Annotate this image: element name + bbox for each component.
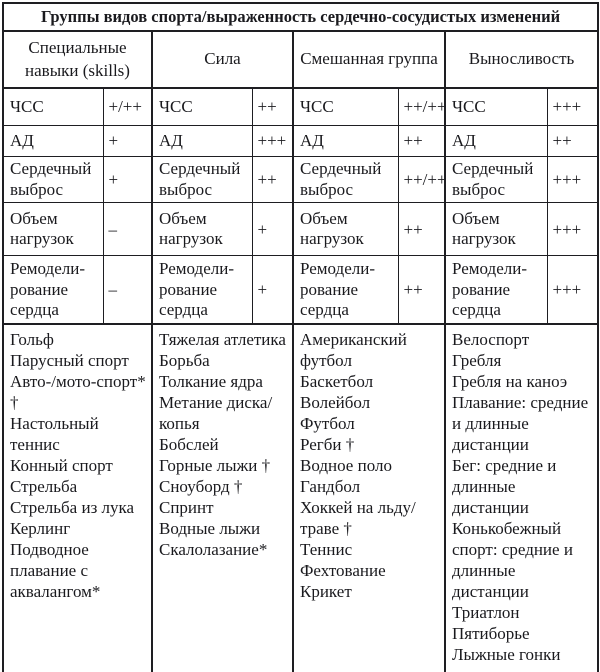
param-value-load-volume: + bbox=[251, 202, 294, 257]
sport-item: Тяжелая атлетика bbox=[159, 330, 286, 350]
param-label-bp: АД bbox=[292, 125, 399, 157]
sport-item: Американский футбол bbox=[300, 330, 407, 371]
param-label-hr: ЧСС bbox=[151, 87, 253, 126]
param-value-bp: + bbox=[102, 125, 153, 157]
sport-item: Гольф bbox=[10, 330, 54, 350]
sport-item: Пятиборье bbox=[452, 624, 530, 644]
sport-item: Гребля bbox=[452, 351, 502, 371]
param-value-cardiac-output: +++ bbox=[546, 155, 599, 204]
param-value-hr: +/++ bbox=[102, 87, 153, 126]
sport-item: Стрельба из лука bbox=[10, 498, 135, 518]
group-header-skills: Специальные навыки (skills) bbox=[2, 30, 153, 89]
param-label-hr: ЧСС bbox=[444, 87, 548, 126]
param-value-remodeling: +++ bbox=[546, 255, 599, 325]
sport-item: Конный спорт bbox=[10, 456, 113, 476]
sport-item: Парусный спорт bbox=[10, 351, 129, 371]
param-label-bp: АД bbox=[444, 125, 548, 157]
param-label-cardiac-output: Сердечный выброс bbox=[444, 155, 548, 204]
sports-list-strength: Тяжелая атлетика Борьба Толкание ядра Метан… bbox=[151, 323, 294, 672]
param-value-cardiac-output: ++/+++ bbox=[397, 155, 446, 204]
param-label-cardiac-output: Сердечный выброс bbox=[292, 155, 399, 204]
param-value-hr: ++ bbox=[251, 87, 294, 126]
sport-item: Спринт bbox=[159, 498, 214, 518]
group-header-mixed: Смешанная группа bbox=[292, 30, 446, 89]
sport-item: Теннис bbox=[300, 540, 353, 560]
param-label-bp: АД bbox=[151, 125, 253, 157]
param-label-load-volume: Объем нагрузок bbox=[151, 202, 253, 257]
param-value-remodeling: – bbox=[102, 255, 153, 325]
sport-item: Подводное плавание с аквалангом* bbox=[10, 540, 101, 602]
sport-item: Метание диска/копья bbox=[159, 393, 273, 434]
sport-item: Гандбол bbox=[300, 477, 361, 497]
sport-item: Регби † bbox=[300, 435, 355, 455]
param-label-load-volume: Объем нагрузок bbox=[444, 202, 548, 257]
sport-item: Скалолазание* bbox=[159, 540, 268, 560]
sport-item: Велоспорт bbox=[452, 330, 530, 350]
param-label-remodeling: Ремодели-рование сердца bbox=[2, 255, 104, 325]
sports-list-endurance: Велоспорт Гребля Гребля на каноэ Плавание: … bbox=[443, 323, 599, 672]
sports-list-mixed: Американский футбол Баскетбол Волейбол Футб… bbox=[292, 323, 446, 672]
sport-item: Триатлон bbox=[452, 603, 520, 623]
sport-item: Баскетбол bbox=[300, 372, 374, 392]
param-value-cardiac-output: ++ bbox=[251, 155, 294, 204]
param-label-cardiac-output: Сердечный выброс bbox=[151, 155, 253, 204]
param-value-bp: +++ bbox=[251, 125, 294, 157]
table-title: Группы видов спорта/выраженность сердечн… bbox=[2, 2, 599, 32]
param-value-cardiac-output: + bbox=[102, 155, 153, 204]
param-value-load-volume: +++ bbox=[546, 202, 599, 257]
sport-item: Гребля на каноэ bbox=[452, 372, 568, 392]
param-label-bp: АД bbox=[2, 125, 104, 157]
param-value-remodeling: + bbox=[251, 255, 294, 325]
param-label-cardiac-output: Сердечный выброс bbox=[2, 155, 104, 204]
sport-item: Горные лыжи † bbox=[159, 456, 271, 476]
param-label-hr: ЧСС bbox=[2, 87, 104, 126]
group-header-endurance: Выносливость bbox=[443, 30, 599, 89]
param-value-hr: +++ bbox=[546, 87, 599, 126]
sports-list-skills: Гольф Парусный спорт Авто-/мото-спорт* † На… bbox=[2, 323, 153, 672]
param-label-remodeling: Ремодели-рование сердца bbox=[444, 255, 548, 325]
param-value-bp: ++ bbox=[546, 125, 599, 157]
sport-item: Хоккей на льду/траве † bbox=[300, 498, 416, 539]
param-label-remodeling: Ремодели-рование сердца bbox=[292, 255, 399, 325]
param-value-hr: ++/+++ bbox=[397, 87, 446, 126]
sport-item: Футбол bbox=[300, 414, 355, 434]
sport-item: Борьба bbox=[159, 351, 210, 371]
sport-item: Фехтование bbox=[300, 561, 386, 581]
sport-item: Водное поло bbox=[300, 456, 392, 476]
sport-item: Толкание ядра bbox=[159, 372, 263, 392]
sport-item: Крикет bbox=[300, 582, 352, 602]
param-value-load-volume: – bbox=[102, 202, 153, 257]
param-label-load-volume: Объем нагрузок bbox=[292, 202, 399, 257]
param-value-bp: ++ bbox=[397, 125, 446, 157]
sport-item: Конькобежный спорт: средние и длинные ди… bbox=[452, 519, 573, 602]
param-label-load-volume: Объем нагрузок bbox=[2, 202, 104, 257]
sport-item: Плавание: средние и длинные дистанции bbox=[452, 393, 589, 455]
param-label-remodeling: Ремодели-рование сердца bbox=[151, 255, 253, 325]
sport-item: Керлинг bbox=[10, 519, 71, 539]
sport-item: Бег: средние и длинные дистанции bbox=[452, 456, 557, 518]
sport-item: Водные лыжи bbox=[159, 519, 261, 539]
sport-item: Стрельба bbox=[10, 477, 78, 497]
param-label-hr: ЧСС bbox=[292, 87, 399, 126]
sport-item: Бобслей bbox=[159, 435, 219, 455]
sport-item: Лыжные гонки bbox=[452, 645, 561, 665]
group-header-strength: Сила bbox=[151, 30, 294, 89]
sport-item: Сноуборд † bbox=[159, 477, 243, 497]
sport-item: Настольный теннис bbox=[10, 414, 99, 455]
sport-item: Волейбол bbox=[300, 393, 371, 413]
param-value-remodeling: ++ bbox=[397, 255, 446, 325]
param-value-load-volume: ++ bbox=[397, 202, 446, 257]
sport-item: Авто-/мото-спорт* † bbox=[10, 372, 146, 413]
